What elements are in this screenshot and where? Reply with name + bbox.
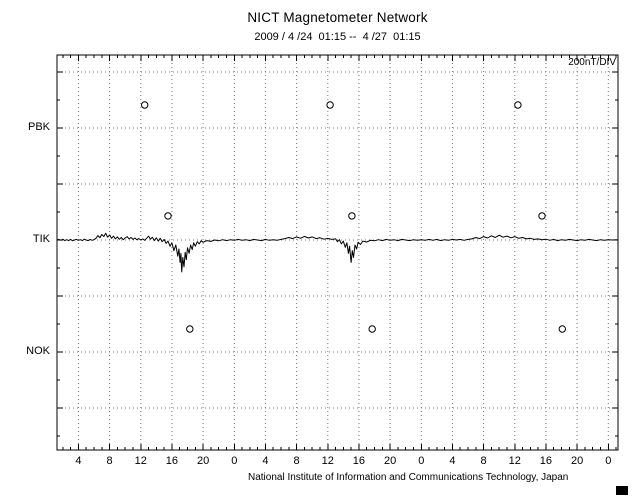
logo-mark <box>616 486 628 495</box>
station-label-tik: TIK <box>32 233 50 245</box>
daily-marker <box>558 325 566 333</box>
grid-lines <box>57 55 618 450</box>
trace-tik <box>56 232 619 273</box>
daily-marker <box>186 325 194 333</box>
daily-marker <box>141 101 149 109</box>
institute-caption: National Institute of Information and Co… <box>248 472 569 483</box>
x-tick-label: 12 <box>134 455 147 467</box>
chart-title: NICT Magnetometer Network <box>247 10 428 25</box>
chart-subtitle: 2009 / 4 /24 01:15 -- 4 /27 01:15 <box>254 31 421 43</box>
x-tick-label: 16 <box>165 455 179 467</box>
x-tick-label: 4 <box>75 455 82 467</box>
plot-border <box>56 54 619 451</box>
station-label-pbk: PBK <box>27 121 50 133</box>
x-tick-label: 8 <box>293 455 300 467</box>
daily-markers <box>141 101 566 333</box>
x-tick-label: 12 <box>508 455 521 467</box>
x-tick-label: 16 <box>539 455 553 467</box>
x-tick-label: 12 <box>321 455 334 467</box>
x-tick-label: 20 <box>383 455 397 467</box>
x-tick-label: 8 <box>480 455 487 467</box>
station-label-nok: NOK <box>26 345 50 357</box>
daily-marker <box>368 325 376 333</box>
daily-marker <box>164 212 172 220</box>
axis-ticks <box>57 55 618 450</box>
x-tick-label: 20 <box>570 455 584 467</box>
scale-per-div-label: 200nT/DIV <box>568 57 616 68</box>
x-tick-label: 8 <box>106 455 113 467</box>
x-tick-label: 16 <box>352 455 366 467</box>
daily-marker <box>326 101 334 109</box>
daily-marker <box>514 101 522 109</box>
x-tick-label: 0 <box>231 455 238 467</box>
x-tick-label: 4 <box>262 455 269 467</box>
x-tick-label: 0 <box>605 455 612 467</box>
daily-marker <box>538 212 546 220</box>
x-tick-label: 4 <box>449 455 456 467</box>
x-tick-label: 20 <box>196 455 210 467</box>
daily-marker <box>348 212 356 220</box>
x-tick-label: 0 <box>418 455 425 467</box>
